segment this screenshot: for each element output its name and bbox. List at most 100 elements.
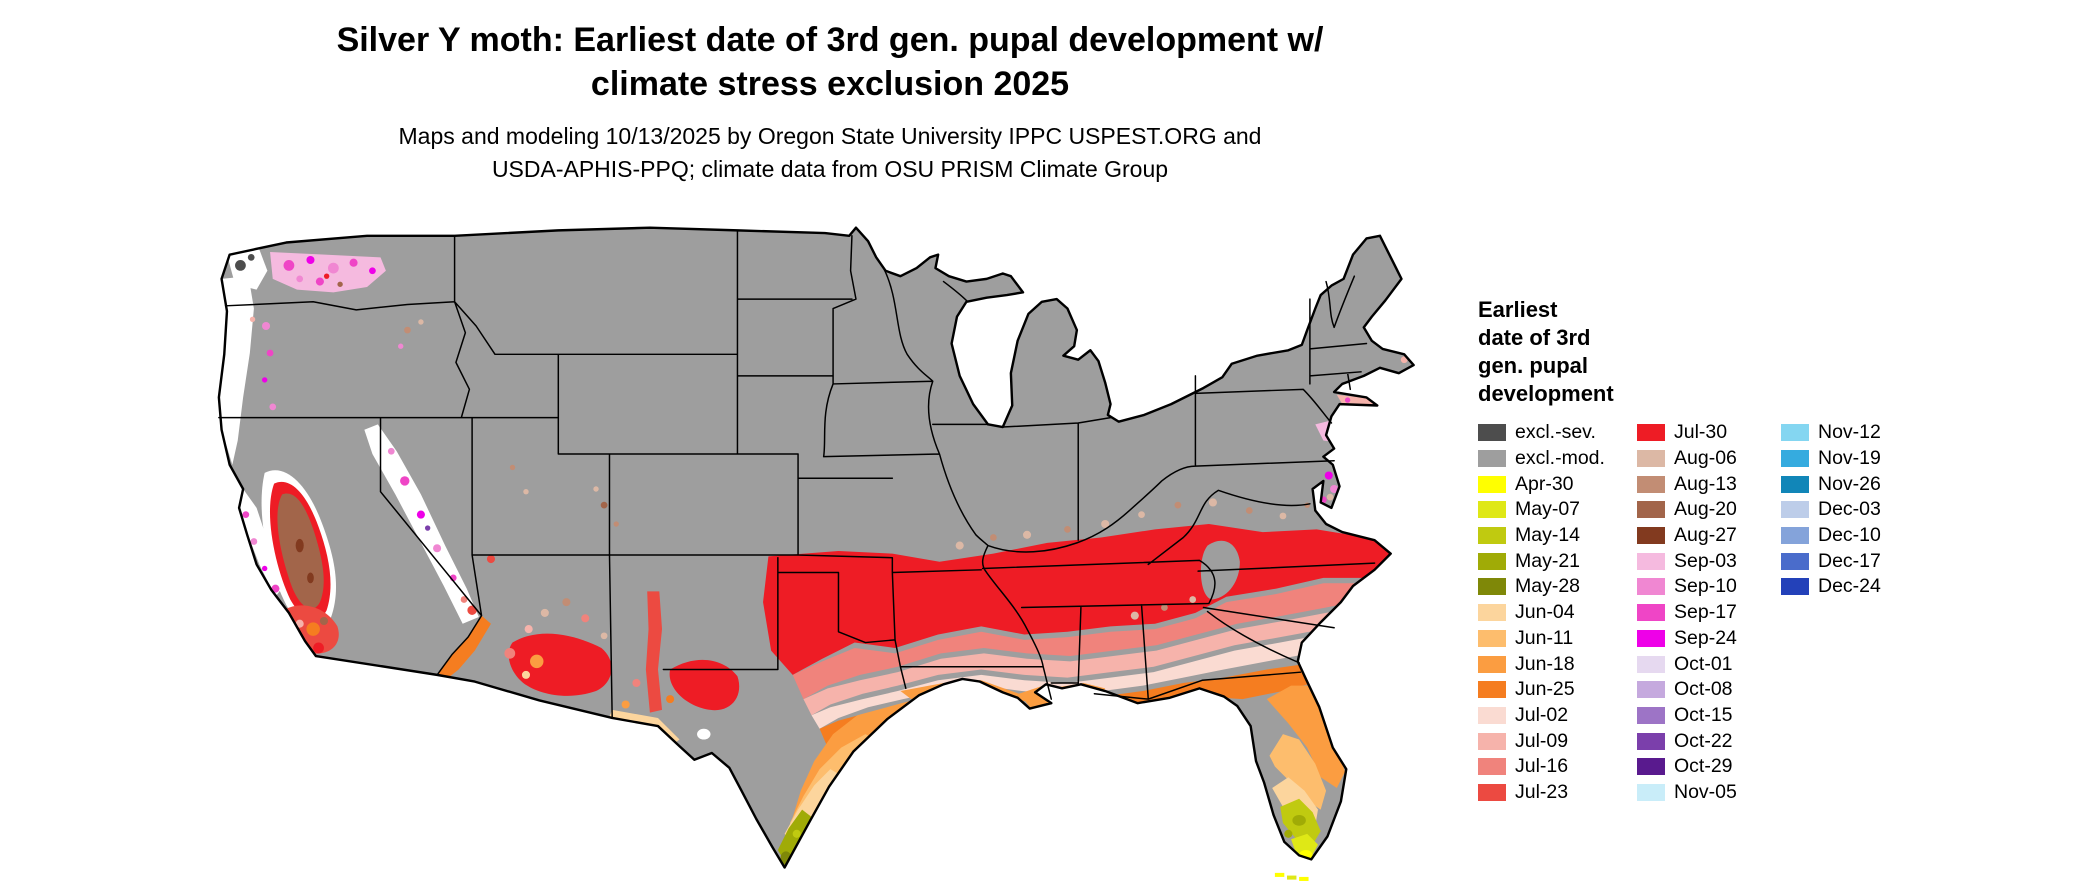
us-map <box>217 226 1415 881</box>
legend-entry: May-14 <box>1478 523 1637 549</box>
map-region <box>283 260 295 271</box>
legend-swatch <box>1478 706 1506 724</box>
legend-swatch <box>1478 527 1506 545</box>
legend-swatch <box>1781 527 1809 545</box>
legend-entry: Jul-02 <box>1478 703 1637 729</box>
legend-swatch <box>1637 655 1665 673</box>
region-fl-south <box>1291 833 1318 857</box>
region-fl1 <box>1266 685 1345 789</box>
legend-entry: May-07 <box>1478 497 1637 523</box>
legend-label: Jul-30 <box>1674 421 1728 444</box>
legend-entry: Jun-25 <box>1478 677 1637 703</box>
legend-entry: Nov-05 <box>1637 780 1781 806</box>
legend-swatch <box>1478 475 1506 493</box>
region-sierra-white <box>364 424 479 624</box>
legend-entry: Dec-03 <box>1781 497 1881 523</box>
legend-label: Apr-30 <box>1515 472 1574 495</box>
legend-entry: Aug-13 <box>1637 471 1781 497</box>
map-region <box>250 538 258 545</box>
map-region <box>242 511 250 518</box>
state-borders <box>218 229 1376 719</box>
legend-label: Oct-29 <box>1674 755 1733 778</box>
legend-label: Aug-06 <box>1674 447 1737 470</box>
map-region <box>424 525 431 531</box>
map-region <box>416 510 425 519</box>
map-region <box>1130 611 1139 620</box>
legend-title-line3: gen. pupal <box>1478 353 1588 378</box>
legend-swatch <box>1478 424 1506 442</box>
map-region <box>1330 484 1339 494</box>
region-red-band <box>763 524 1411 675</box>
legend-swatch <box>1637 629 1665 647</box>
legend-entry: Aug-27 <box>1637 523 1781 549</box>
legend-swatch <box>1781 450 1809 468</box>
legend-swatch <box>1478 501 1506 519</box>
legend-entry: Sep-24 <box>1637 626 1781 652</box>
map-region <box>613 521 619 527</box>
map-region <box>249 316 256 322</box>
map-region <box>509 464 516 471</box>
legend-entry: excl.-sev. <box>1478 420 1637 446</box>
map-region <box>306 622 320 636</box>
map-region <box>261 321 271 331</box>
map-region <box>349 258 358 267</box>
figure-title-line2: climate stress exclusion 2025 <box>590 65 1070 104</box>
legend-entry: Dec-10 <box>1781 523 1881 549</box>
legend-entry: Oct-01 <box>1637 651 1781 677</box>
figure-title-line1: Silver Y moth: Earliest date of 3rd gen.… <box>336 21 1324 59</box>
figure-title: Silver Y moth: Earliest date of 3rd gen.… <box>0 18 1660 106</box>
legend-swatch <box>1781 501 1809 519</box>
map-region <box>247 253 255 261</box>
map-region <box>296 275 304 283</box>
map-region <box>524 625 533 634</box>
map-region <box>1320 639 1327 646</box>
legend-label: Sep-17 <box>1674 601 1737 624</box>
legend-label: Aug-20 <box>1674 498 1737 521</box>
map-region <box>540 608 549 617</box>
legend-title-line1: Earliest <box>1478 297 1558 322</box>
map-region <box>1101 519 1110 529</box>
map-region <box>261 377 268 383</box>
figure-subtitle-line2: USDA-APHIS-PPQ; climate data from OSU PR… <box>491 156 1169 183</box>
legend-label: Oct-22 <box>1674 729 1733 752</box>
map-region <box>1339 443 1345 449</box>
legend-swatch <box>1478 578 1506 596</box>
map-region <box>666 695 675 704</box>
legend-columns: excl.-sev. excl.-mod. Apr-30 May-07 May-14 Ma… <box>1478 420 2078 805</box>
legend-swatch <box>1637 578 1665 596</box>
map-region <box>290 639 298 646</box>
map-region <box>1306 649 1314 657</box>
map-region <box>1326 493 1334 501</box>
legend-label: Nov-12 <box>1818 421 1881 444</box>
legend-swatch <box>1478 758 1506 776</box>
legend-entry: Nov-26 <box>1781 471 1881 497</box>
legend-label: May-21 <box>1515 549 1581 572</box>
legend-label: Sep-24 <box>1674 626 1737 649</box>
legend-swatch <box>1637 783 1665 801</box>
map-region <box>621 700 630 709</box>
map-region <box>1174 501 1182 509</box>
map-region <box>404 326 411 334</box>
florida-keys <box>1274 872 1309 881</box>
legend-entry: Oct-15 <box>1637 703 1781 729</box>
legend-entry: Sep-03 <box>1637 548 1781 574</box>
legend-label: Dec-24 <box>1818 575 1881 598</box>
map-region <box>398 343 404 349</box>
map-region <box>433 544 442 553</box>
legend-swatch <box>1478 629 1506 647</box>
map-region <box>1292 814 1306 826</box>
legend-label: Oct-01 <box>1674 652 1733 675</box>
legend-label: Dec-17 <box>1818 549 1881 572</box>
legend-label: Nov-05 <box>1674 780 1737 803</box>
legend-entry: May-21 <box>1478 548 1637 574</box>
legend-label: May-14 <box>1515 524 1581 547</box>
legend-swatch <box>1781 424 1809 442</box>
map-region <box>1189 596 1197 603</box>
region-coastrange-white <box>237 489 284 597</box>
legend-label: Aug-27 <box>1674 524 1737 547</box>
map-region <box>990 534 997 541</box>
legend-entry: Sep-10 <box>1637 574 1781 600</box>
legend-label: Sep-10 <box>1674 575 1737 598</box>
legend-swatch <box>1478 783 1506 801</box>
legend-title-line4: development <box>1478 381 1614 406</box>
